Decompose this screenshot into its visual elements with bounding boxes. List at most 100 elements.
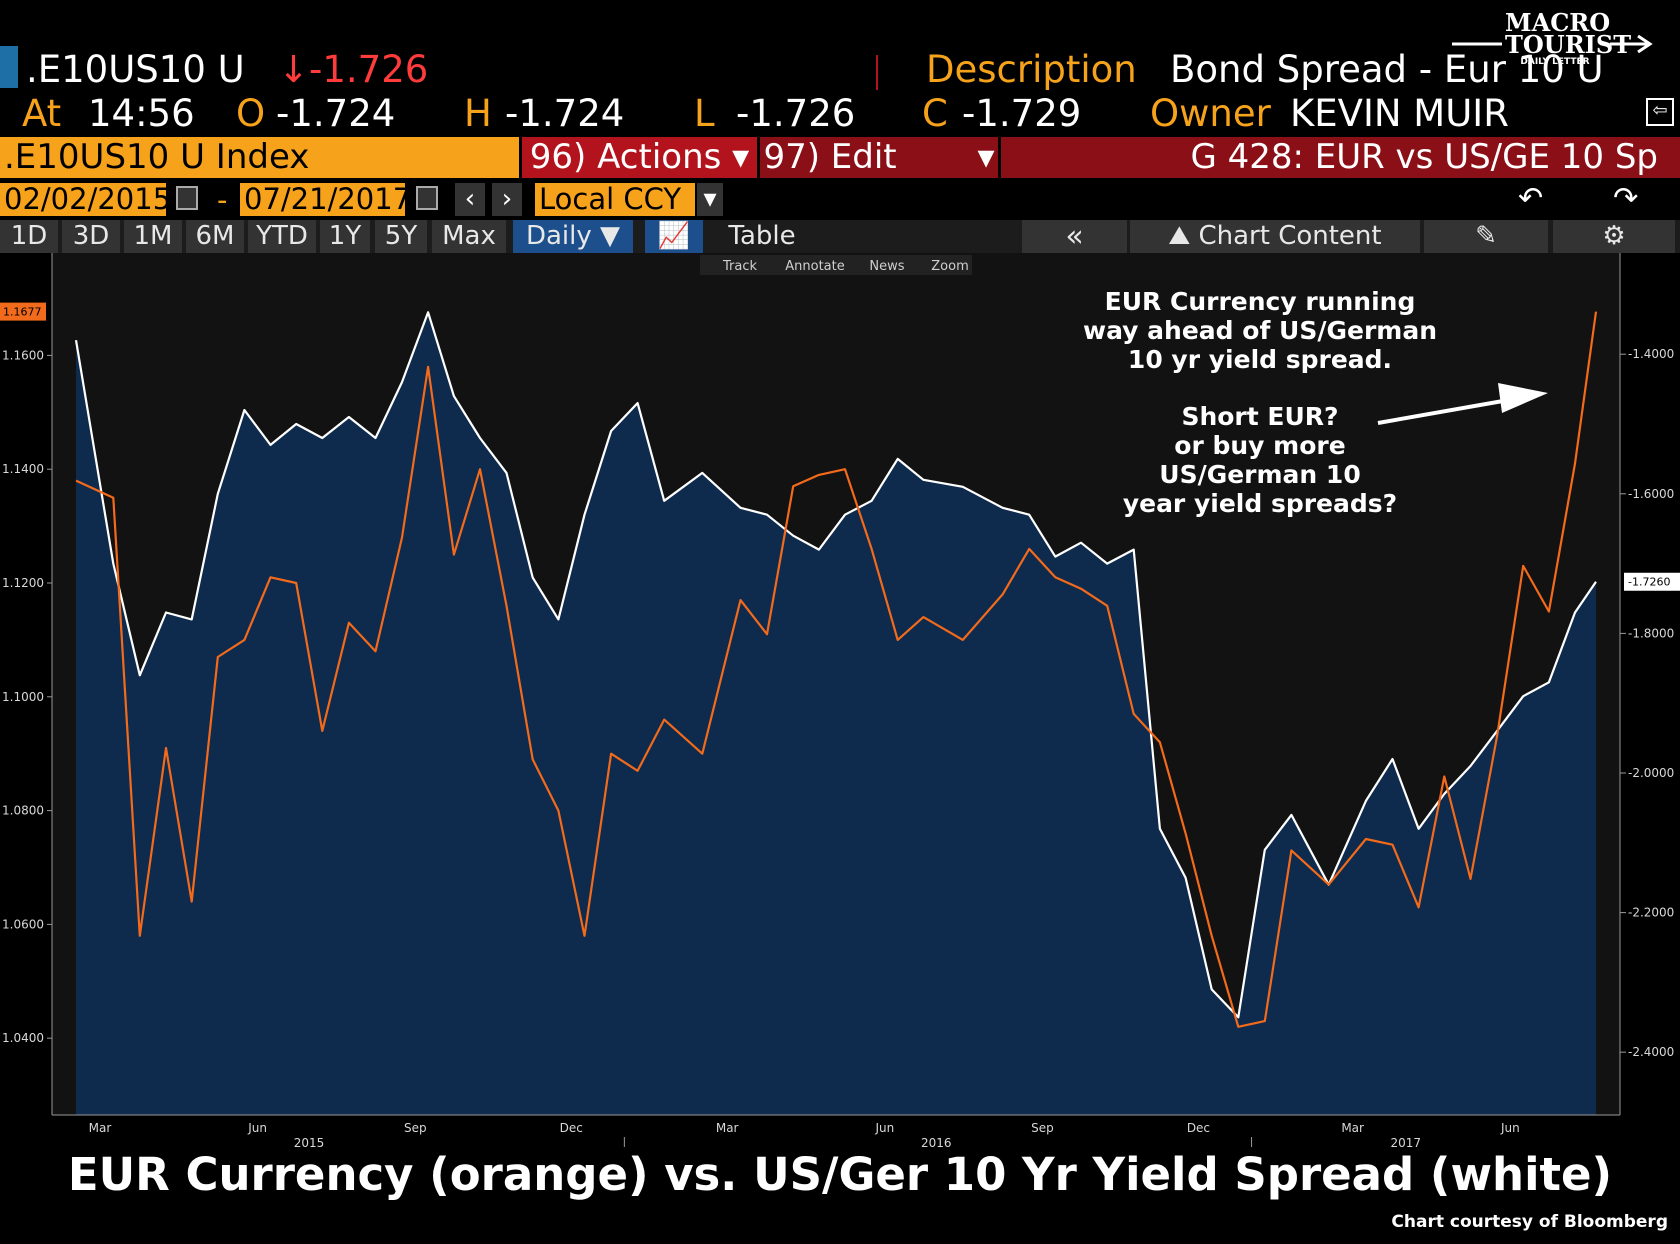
- left-tick-label: 1.0800: [2, 804, 44, 818]
- spread-last-tag: [1624, 572, 1680, 591]
- logo-line1: MACRO: [1505, 8, 1611, 37]
- security-field[interactable]: .E10US10 U Index: [0, 137, 519, 178]
- year-label: 2015: [294, 1136, 325, 1148]
- range-tab-1m[interactable]: 1M: [124, 220, 182, 253]
- annotation-text-2: Short EUR? or buy more US/German 10 year…: [1060, 402, 1460, 518]
- edit-chart-icon[interactable]: ✎: [1424, 220, 1548, 253]
- last-change: ↓-1.726: [278, 48, 429, 91]
- ticker: .E10US10 U: [26, 48, 245, 91]
- close-value: -1.729: [962, 92, 1082, 135]
- credit: Chart courtesy of Bloomberg: [1391, 1212, 1668, 1232]
- subtool-track: Track: [722, 259, 757, 274]
- annotation-arrowhead: [1498, 383, 1548, 413]
- x-tick-label: Sep: [1031, 1121, 1054, 1135]
- annotation-arrow: [1377, 396, 1521, 425]
- x-tick-label: Mar: [716, 1121, 739, 1135]
- at-label: At: [22, 92, 62, 135]
- left-tick-label: 1.0600: [2, 917, 44, 931]
- x-tick-label: Mar: [89, 1121, 112, 1135]
- right-tick-label: -2.0000: [1628, 766, 1674, 780]
- chart-content-button[interactable]: ⛰ Chart Content: [1130, 220, 1420, 253]
- footer-title: EUR Currency (orange) vs. US/Ger 10 Yr Y…: [67, 1148, 1613, 1201]
- actions-menu[interactable]: 96) Actions ▾: [522, 137, 757, 178]
- edit-label: 97) Edit: [763, 137, 897, 177]
- chart[interactable]: Track Annotate News Zoom 1.1600 1.1400 1.1200 1…: [0, 253, 1680, 1148]
- annotation-line: EUR Currency running: [1104, 287, 1416, 316]
- settings-icon[interactable]: ⚙: [1553, 220, 1675, 253]
- spread-line: [74, 311, 1597, 1019]
- x-tick-label: Mar: [1341, 1121, 1364, 1135]
- low-label: L: [694, 92, 715, 135]
- spread-area: [76, 312, 1596, 1115]
- close-label: C: [922, 92, 948, 135]
- owner-value: KEVIN MUIR: [1290, 92, 1509, 135]
- left-tick-label: 1.1000: [2, 690, 44, 704]
- logo-line3: DAILY LETTER: [1520, 57, 1590, 67]
- open-label: O: [236, 92, 266, 135]
- prev-period-button[interactable]: ‹: [455, 183, 485, 216]
- eur-last-tag: [0, 302, 46, 321]
- right-tick-label: -1.8000: [1628, 626, 1674, 640]
- start-calendar-icon[interactable]: [176, 186, 198, 210]
- x-tick-label: Jun: [874, 1121, 894, 1135]
- open-value: -1.724: [276, 92, 396, 135]
- collapse-button[interactable]: «: [1022, 220, 1127, 253]
- left-tick-label: 1.1200: [2, 576, 44, 590]
- time: 14:56: [88, 92, 195, 135]
- range-tab-max[interactable]: Max: [432, 220, 506, 253]
- left-tick-label: 1.1600: [2, 348, 44, 362]
- range-tab-5y[interactable]: 5Y: [375, 220, 427, 253]
- subtool-zoom: Zoom: [931, 259, 968, 274]
- right-tick-label: -1.6000: [1628, 487, 1674, 501]
- annotation-line: US/German 10: [1159, 460, 1361, 489]
- description-value: Bond Spread - Eur 10 U: [1170, 48, 1604, 91]
- annotation-text-1: EUR Currency running way ahead of US/Ger…: [1060, 287, 1460, 374]
- line-chart-icon[interactable]: 📈: [645, 220, 703, 253]
- right-tick-label: -2.2000: [1628, 906, 1674, 920]
- next-period-button[interactable]: ›: [492, 183, 522, 216]
- range-tab-1d[interactable]: 1D: [0, 220, 58, 253]
- frequency-select[interactable]: Daily ▼: [513, 220, 633, 253]
- owner-label: Owner: [1150, 92, 1271, 135]
- ticker-marker: [0, 46, 18, 88]
- header-divider: [876, 55, 878, 90]
- annotation-line: Short EUR?: [1181, 402, 1339, 431]
- right-tick-label: -2.4000: [1628, 1045, 1674, 1059]
- x-tick-label: Jun: [247, 1121, 267, 1135]
- high-label: H: [464, 92, 492, 135]
- logo-arrow-icon: [1452, 34, 1653, 54]
- range-tab-6m[interactable]: 6M: [186, 220, 244, 253]
- end-calendar-icon[interactable]: [416, 186, 438, 210]
- date-dash: -: [217, 183, 228, 217]
- range-tab-ytd[interactable]: YTD: [248, 220, 316, 253]
- year-label: 2017: [1391, 1136, 1422, 1148]
- currency-select[interactable]: Local CCY: [535, 183, 695, 216]
- subtool-news: News: [869, 259, 904, 274]
- high-value: -1.724: [505, 92, 625, 135]
- left-tick-label: 1.0400: [2, 1031, 44, 1045]
- subtool-bar: [700, 255, 972, 275]
- range-tab-3d[interactable]: 3D: [62, 220, 120, 253]
- subtool-annotate: Annotate: [785, 259, 844, 274]
- annotation-line: or buy more: [1174, 431, 1346, 460]
- edit-dropdown-icon: ▾: [977, 137, 995, 177]
- chart-content-icon: ⛰: [1168, 221, 1199, 251]
- year-label: 2016: [921, 1136, 952, 1148]
- undo-icon[interactable]: ↶ ↷: [1500, 180, 1660, 218]
- x-tick-label: Sep: [404, 1121, 427, 1135]
- currency-dropdown-icon[interactable]: ▾: [697, 183, 723, 216]
- left-tick-label: 1.1400: [2, 462, 44, 476]
- range-tab-1y[interactable]: 1Y: [320, 220, 370, 253]
- edit-menu[interactable]: 97) Edit ▾: [760, 137, 998, 178]
- x-tick-label: Jun: [1500, 1121, 1520, 1135]
- right-tick-label: -1.4000: [1628, 347, 1674, 361]
- spread-last-label: -1.7260: [1628, 576, 1670, 589]
- table-button[interactable]: Table: [712, 220, 812, 253]
- x-tick-label: Dec: [560, 1121, 583, 1135]
- annotation-line: 10 yr yield spread.: [1127, 345, 1393, 374]
- x-tick-label: Dec: [1187, 1121, 1210, 1135]
- export-icon[interactable]: ⇦: [1646, 98, 1674, 126]
- eur-line: [75, 311, 1598, 1028]
- start-date-field[interactable]: 02/02/2015: [0, 183, 171, 216]
- end-date-field[interactable]: 07/21/2017: [240, 183, 411, 216]
